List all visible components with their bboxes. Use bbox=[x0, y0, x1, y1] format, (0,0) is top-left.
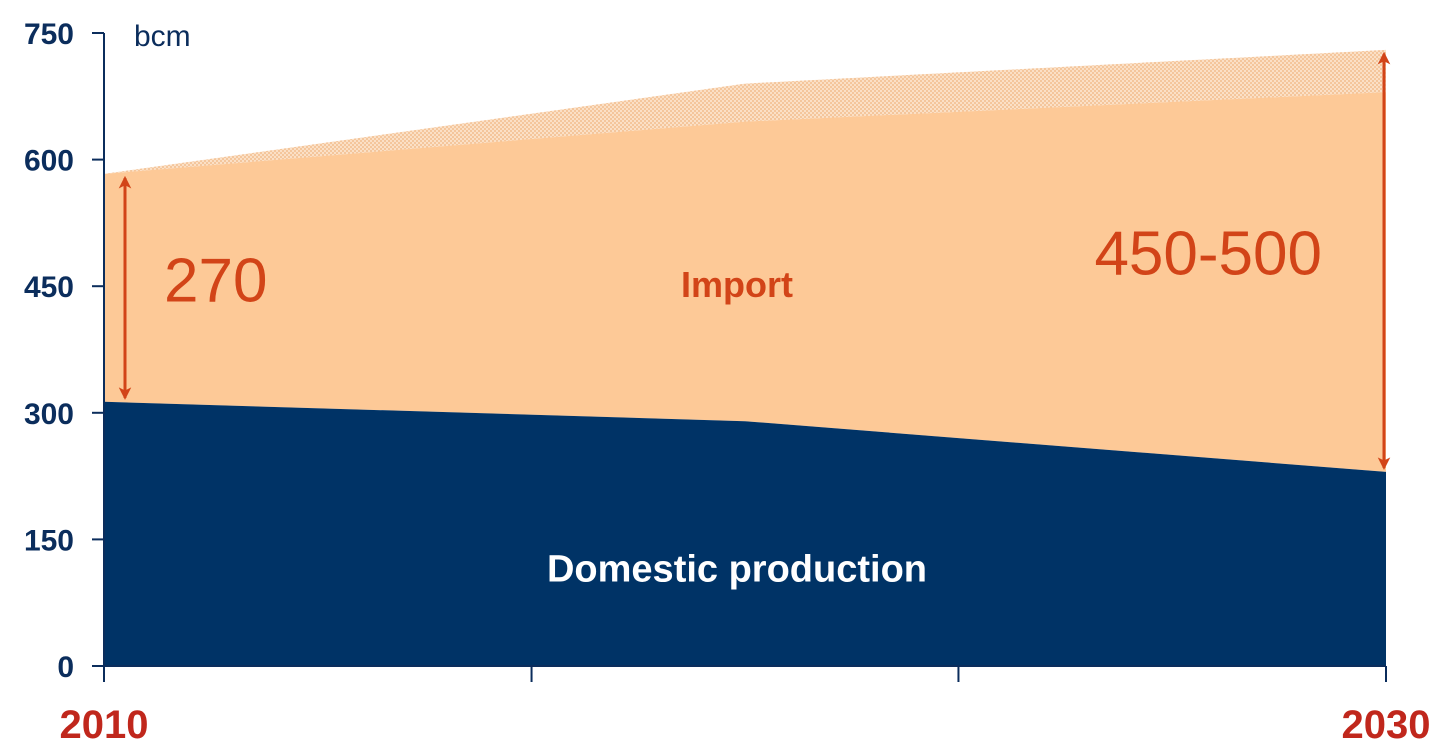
series-label-domestic-production: Domestic production bbox=[547, 549, 927, 591]
y-tick-label: 600 bbox=[24, 145, 74, 178]
y-axis-unit-label: bcm bbox=[134, 20, 191, 53]
import-2010-annotation: 270 bbox=[164, 246, 267, 315]
y-tick-label: 0 bbox=[57, 651, 74, 684]
x-axis-end-year: 2030 bbox=[1342, 703, 1431, 747]
area-import-upper-range bbox=[104, 49, 1386, 174]
x-axis-start-year: 2010 bbox=[60, 703, 149, 747]
y-tick-label: 150 bbox=[24, 524, 74, 557]
y-tick-label: 300 bbox=[24, 398, 74, 431]
area-import bbox=[104, 92, 1386, 472]
x-axis-ticks bbox=[103, 666, 1387, 682]
series-label-import: Import bbox=[681, 264, 793, 305]
y-tick-label: 750 bbox=[24, 18, 74, 51]
y-tick-label: 450 bbox=[24, 271, 74, 304]
axes: 0 150 300 450 600 750 bbox=[24, 18, 1387, 684]
import-2030-annotation: 450-500 bbox=[1094, 219, 1322, 288]
area-domestic-production bbox=[104, 401, 1386, 666]
y-axis-ticks: 0 150 300 450 600 750 bbox=[24, 18, 104, 684]
area-layers bbox=[104, 49, 1386, 666]
